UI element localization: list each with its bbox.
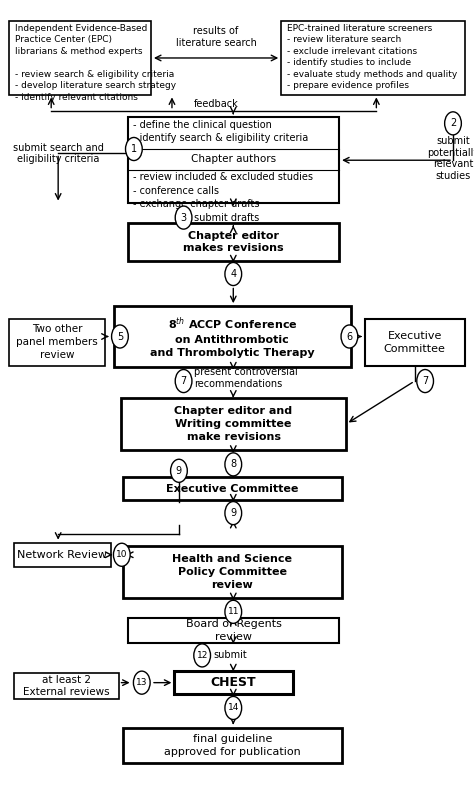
Circle shape: [225, 600, 242, 623]
Text: feedback: feedback: [194, 99, 238, 109]
FancyBboxPatch shape: [123, 547, 341, 598]
Circle shape: [225, 502, 242, 524]
Text: 13: 13: [136, 678, 147, 687]
Text: present controversial
recommendations: present controversial recommendations: [194, 366, 298, 389]
Text: 9: 9: [230, 508, 237, 518]
Circle shape: [175, 206, 192, 229]
Text: 5: 5: [117, 331, 123, 342]
Text: Independent Evidence-Based
Practice Center (EPC)
librarians & method experts

- : Independent Evidence-Based Practice Cent…: [15, 24, 176, 101]
Text: submit: submit: [214, 650, 247, 661]
Circle shape: [225, 697, 242, 720]
Text: Board of Regents
review: Board of Regents review: [186, 619, 282, 642]
Text: 12: 12: [197, 651, 208, 660]
Text: results of
literature search: results of literature search: [176, 26, 256, 48]
Text: Chapter editor
makes revisions: Chapter editor makes revisions: [183, 231, 284, 253]
Text: CHEST: CHEST: [211, 676, 256, 689]
Text: 4: 4: [230, 269, 237, 279]
Circle shape: [225, 263, 242, 286]
FancyBboxPatch shape: [128, 223, 339, 261]
Text: 6: 6: [346, 331, 353, 342]
Circle shape: [133, 671, 150, 694]
Circle shape: [341, 325, 358, 348]
Circle shape: [171, 460, 187, 482]
Text: - define the clinical question
- identify search & eligibility criteria: - define the clinical question - identif…: [133, 120, 309, 144]
Text: submit
potentially
relevant
studies: submit potentially relevant studies: [427, 136, 474, 181]
Text: 1: 1: [131, 144, 137, 154]
Circle shape: [194, 644, 210, 667]
Circle shape: [445, 112, 461, 135]
FancyBboxPatch shape: [128, 618, 339, 642]
FancyBboxPatch shape: [14, 674, 118, 699]
Circle shape: [175, 369, 192, 393]
FancyBboxPatch shape: [128, 117, 339, 203]
Text: Executive
Committee: Executive Committee: [384, 330, 446, 354]
Text: 3: 3: [181, 212, 187, 223]
FancyBboxPatch shape: [114, 306, 351, 367]
Text: Chapter authors: Chapter authors: [191, 154, 276, 164]
Text: 10: 10: [116, 551, 128, 559]
Text: 8$^{th}$ ACCP Conference
on Antithrombotic
and Thrombolytic Therapy: 8$^{th}$ ACCP Conference on Antithrombot…: [150, 315, 315, 358]
Circle shape: [417, 369, 434, 393]
Text: 7: 7: [422, 376, 428, 386]
Text: Chapter editor and
Writing committee
make revisions: Chapter editor and Writing committee mak…: [174, 406, 292, 442]
Text: 14: 14: [228, 704, 239, 713]
Text: Network Review: Network Review: [18, 550, 107, 559]
FancyBboxPatch shape: [123, 728, 341, 763]
FancyBboxPatch shape: [365, 319, 465, 365]
Text: 2: 2: [450, 118, 456, 128]
FancyBboxPatch shape: [121, 397, 346, 450]
Text: submit drafts: submit drafts: [194, 212, 259, 223]
Text: 7: 7: [181, 376, 187, 386]
FancyBboxPatch shape: [9, 21, 151, 94]
FancyBboxPatch shape: [123, 477, 341, 500]
Text: final guideline
approved for publication: final guideline approved for publication: [164, 734, 301, 757]
Circle shape: [111, 325, 128, 348]
FancyBboxPatch shape: [281, 21, 465, 94]
Text: 11: 11: [228, 607, 239, 616]
Text: at least 2
External reviews: at least 2 External reviews: [23, 675, 109, 697]
FancyBboxPatch shape: [14, 543, 110, 567]
Text: - review included & excluded studies
- conference calls
- exchange chapter draft: - review included & excluded studies - c…: [133, 172, 313, 209]
FancyBboxPatch shape: [9, 319, 105, 365]
Text: submit search and
eligibility criteria: submit search and eligibility criteria: [13, 143, 104, 164]
Text: 9: 9: [176, 466, 182, 476]
Circle shape: [225, 452, 242, 476]
Text: 8: 8: [230, 460, 237, 469]
FancyBboxPatch shape: [174, 671, 293, 694]
Text: Two other
panel members
review: Two other panel members review: [16, 325, 98, 360]
Circle shape: [126, 137, 142, 160]
Text: EPC-trained literature screeners
- review literature search
- exclude irrelevant: EPC-trained literature screeners - revie…: [287, 24, 457, 90]
Text: Health and Science
Policy Committee
review: Health and Science Policy Committee revi…: [173, 554, 292, 591]
Text: Executive Committee: Executive Committee: [166, 484, 299, 494]
Circle shape: [113, 543, 130, 567]
